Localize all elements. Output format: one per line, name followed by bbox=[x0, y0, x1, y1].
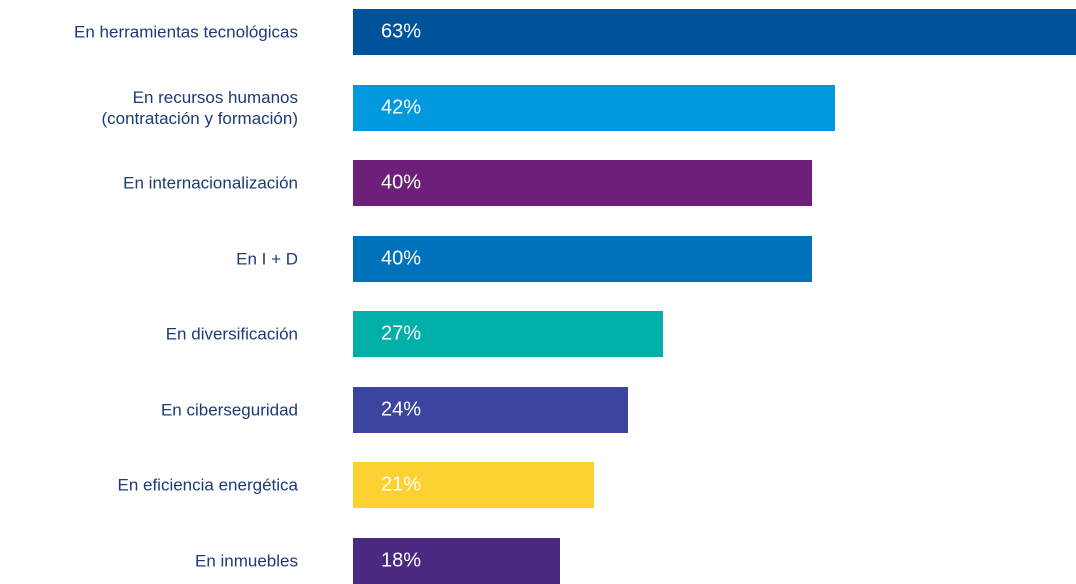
category-label: En ciberseguridad bbox=[160, 400, 298, 419]
value-label: 21% bbox=[381, 473, 422, 496]
bar bbox=[353, 160, 813, 206]
category-label: En internacionalización bbox=[123, 173, 298, 193]
bar bbox=[353, 537, 560, 584]
category-label: En recursos humanos (contratación y form… bbox=[101, 87, 298, 128]
value-label: 24% bbox=[381, 398, 422, 420]
bar bbox=[353, 9, 1076, 55]
category-label: En eficiencia energética bbox=[117, 475, 298, 495]
bar bbox=[353, 462, 594, 508]
value-label: 42% bbox=[381, 96, 422, 118]
bar bbox=[353, 84, 835, 131]
category-label: En herramientas tecnológicas bbox=[74, 22, 298, 42]
bar bbox=[353, 311, 663, 357]
bar bbox=[353, 235, 813, 282]
value-label: 27% bbox=[381, 322, 422, 345]
value-label: 63% bbox=[381, 20, 422, 43]
value-label: 40% bbox=[381, 247, 422, 269]
bar bbox=[353, 386, 629, 433]
category-label: En diversificación bbox=[165, 324, 298, 344]
category-label: En inmuebles bbox=[194, 551, 298, 570]
value-label: 40% bbox=[381, 171, 422, 194]
value-label: 18% bbox=[381, 549, 422, 571]
category-label: En I + D bbox=[236, 249, 298, 268]
